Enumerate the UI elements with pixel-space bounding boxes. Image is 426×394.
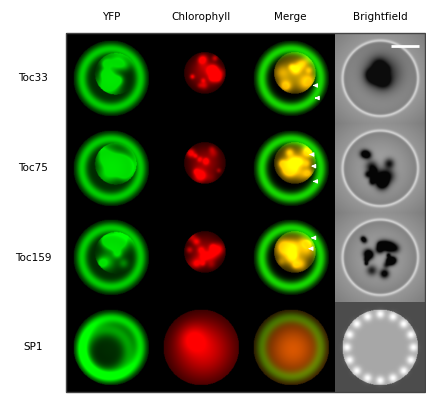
Text: YFP: YFP	[101, 12, 120, 22]
Text: Toc33: Toc33	[18, 73, 48, 83]
Text: SP1: SP1	[23, 342, 43, 352]
Text: Toc159: Toc159	[15, 253, 51, 262]
Text: Brightfield: Brightfield	[352, 12, 406, 22]
Text: Toc75: Toc75	[18, 163, 48, 173]
Text: Chlorophyll: Chlorophyll	[171, 12, 230, 22]
Text: Merge: Merge	[273, 12, 306, 22]
